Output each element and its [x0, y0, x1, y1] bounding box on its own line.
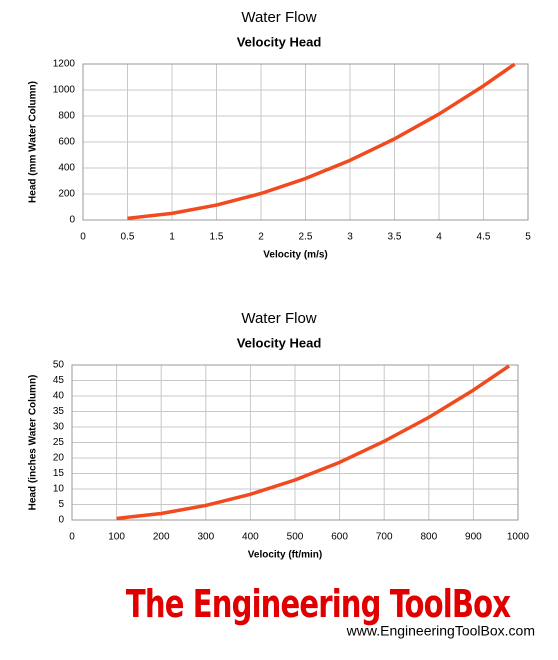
y-tick-label: 50	[53, 360, 65, 371]
y-tick-label: 40	[53, 391, 65, 402]
x-axis-label: Velocity (m/s)	[263, 250, 327, 261]
chart-title: Water Flow	[241, 9, 316, 26]
x-tick-label: 700	[376, 532, 393, 543]
chart-subtitle: Velocity Head	[237, 34, 322, 49]
x-tick-label: 300	[197, 532, 214, 543]
x-tick-label: 1.5	[210, 232, 224, 243]
y-axis-label: Head (inches Water Column)	[28, 375, 39, 511]
y-tick-label: 10	[53, 484, 65, 495]
x-tick-label: 4.5	[477, 232, 491, 243]
y-tick-label: 5	[58, 499, 64, 510]
x-axis-label: Velocity (ft/min)	[248, 550, 322, 561]
logo-url: www.EngineeringToolBox.com	[346, 623, 535, 639]
x-tick-label: 5	[525, 232, 531, 243]
x-tick-label: 0	[80, 232, 86, 243]
y-tick-label: 0	[69, 215, 75, 226]
plot-border	[82, 63, 529, 221]
x-tick-label: 1	[169, 232, 175, 243]
y-tick-label: 30	[53, 422, 65, 433]
x-tick-label: 0	[69, 532, 75, 543]
x-tick-label: 500	[287, 532, 304, 543]
y-tick-label: 600	[58, 137, 75, 148]
chart-title: Water Flow	[241, 310, 316, 327]
x-tick-label: 900	[465, 532, 482, 543]
chart-subtitle: Velocity Head	[237, 335, 322, 350]
logo-text: The Engineering ToolBox	[126, 582, 511, 626]
x-tick-label: 2	[258, 232, 264, 243]
y-tick-label: 15	[53, 468, 65, 479]
y-tick-label: 25	[53, 437, 65, 448]
y-tick-label: 45	[53, 375, 65, 386]
x-tick-label: 800	[420, 532, 437, 543]
y-tick-label: 35	[53, 406, 65, 417]
data-line	[127, 62, 516, 221]
data-line	[116, 364, 511, 521]
y-tick-label: 1200	[53, 59, 76, 70]
x-tick-label: 600	[331, 532, 348, 543]
x-tick-label: 2.5	[299, 232, 313, 243]
x-tick-label: 4	[436, 232, 442, 243]
y-tick-label: 20	[53, 453, 65, 464]
y-tick-label: 0	[58, 515, 64, 526]
x-tick-label: 0.5	[121, 232, 135, 243]
x-tick-label: 100	[108, 532, 125, 543]
y-tick-label: 1000	[53, 85, 76, 96]
x-tick-label: 200	[153, 532, 170, 543]
x-tick-label: 1000	[507, 532, 530, 543]
y-tick-label: 800	[58, 111, 75, 122]
y-tick-label: 400	[58, 163, 75, 174]
x-tick-label: 3	[347, 232, 353, 243]
y-axis-label: Head (mm Water Column)	[28, 81, 39, 203]
plot-border	[71, 364, 519, 521]
x-tick-label: 400	[242, 532, 259, 543]
y-tick-label: 200	[58, 189, 75, 200]
x-tick-label: 3.5	[388, 232, 402, 243]
